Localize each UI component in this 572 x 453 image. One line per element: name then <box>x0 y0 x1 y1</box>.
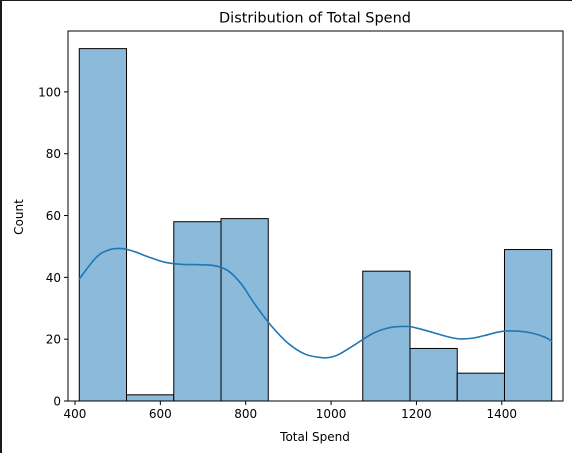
histogram-bar-6 <box>362 270 411 402</box>
histogram-bar-7 <box>409 347 458 402</box>
y-tick-label: 80 <box>46 147 61 161</box>
chart-title: Distribution of Total Spend <box>219 11 411 27</box>
histogram-bar-8 <box>456 372 505 402</box>
y-tick-label: 60 <box>46 209 61 223</box>
y-tick-label: 20 <box>46 333 61 347</box>
histogram-bar-0 <box>78 48 128 402</box>
histogram-bar-1 <box>126 394 175 402</box>
y-ticks: 0 20 40 60 80 100 <box>38 85 68 409</box>
bars-layer <box>78 48 553 402</box>
plot-frame <box>67 30 564 402</box>
x-tick-label: 800 <box>234 407 257 421</box>
histogram-bar-9 <box>503 249 553 402</box>
x-tick-label: 1000 <box>316 407 347 421</box>
window-top-edge <box>0 0 572 1</box>
kde-curve <box>78 247 553 359</box>
histogram-bar-2 <box>173 221 222 402</box>
x-axis-label: Total Spend <box>279 430 350 444</box>
x-tick-label: 400 <box>64 407 87 421</box>
x-tick-label: 1400 <box>487 407 518 421</box>
x-ticks: 400 600 800 1000 1200 1400 <box>64 401 518 421</box>
x-tick-label: 600 <box>149 407 172 421</box>
axes-layer <box>67 30 564 402</box>
window-left-edge <box>0 0 2 453</box>
kde-layer <box>78 247 553 359</box>
y-tick-label: 0 <box>53 395 61 409</box>
y-tick-label: 40 <box>46 271 61 285</box>
y-tick-label: 100 <box>38 85 61 99</box>
y-axis-label: Count <box>12 199 26 235</box>
histogram-bar-3 <box>220 218 269 402</box>
x-tick-label: 1200 <box>401 407 432 421</box>
